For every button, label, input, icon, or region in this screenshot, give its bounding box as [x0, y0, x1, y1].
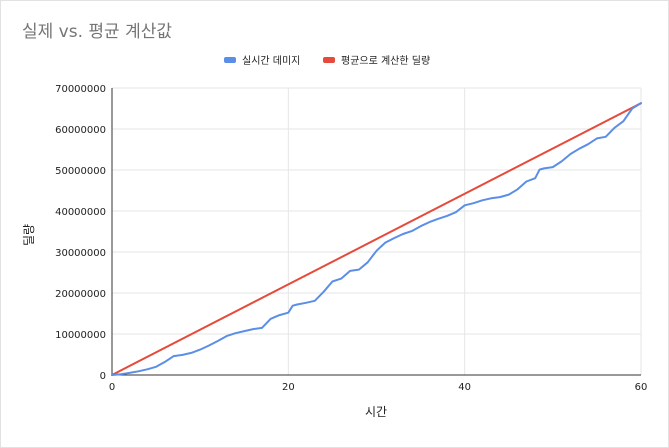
y-tick-label: 30000000 [55, 248, 106, 259]
y-axis-ticks: 0 10000000 20000000 30000000 40000000 5000000… [55, 84, 106, 382]
y-tick-label: 0 [100, 371, 106, 382]
y-tick-label: 10000000 [55, 330, 106, 341]
y-axis-title: 딜량 [22, 224, 36, 246]
x-tick-label: 60 [635, 382, 648, 393]
x-tick-label: 0 [109, 382, 115, 393]
series-lines [111, 102, 642, 376]
y-tick-label: 60000000 [55, 125, 106, 136]
series-line-average [111, 102, 642, 376]
x-axis-title: 시간 [365, 405, 387, 419]
x-tick-label: 40 [458, 382, 471, 393]
legend-swatch-realtime [224, 57, 236, 63]
legend-label-realtime: 실시간 데미지 [242, 55, 300, 67]
y-tick-label: 20000000 [55, 289, 106, 300]
x-tick-label: 20 [282, 382, 295, 393]
y-tick-label: 70000000 [55, 84, 106, 95]
y-tick-label: 40000000 [55, 207, 106, 218]
legend-label-average: 평균으로 계산한 딜량 [341, 55, 430, 67]
x-axis-ticks: 0 20 40 60 [109, 382, 648, 393]
legend-swatch-average [323, 57, 335, 63]
legend: 실시간 데미지 평균으로 계산한 딜량 [224, 55, 430, 67]
chart-title: 실제 vs. 평균 계산값 [22, 22, 172, 42]
y-tick-label: 50000000 [55, 166, 106, 177]
series-line-realtime [111, 102, 642, 376]
